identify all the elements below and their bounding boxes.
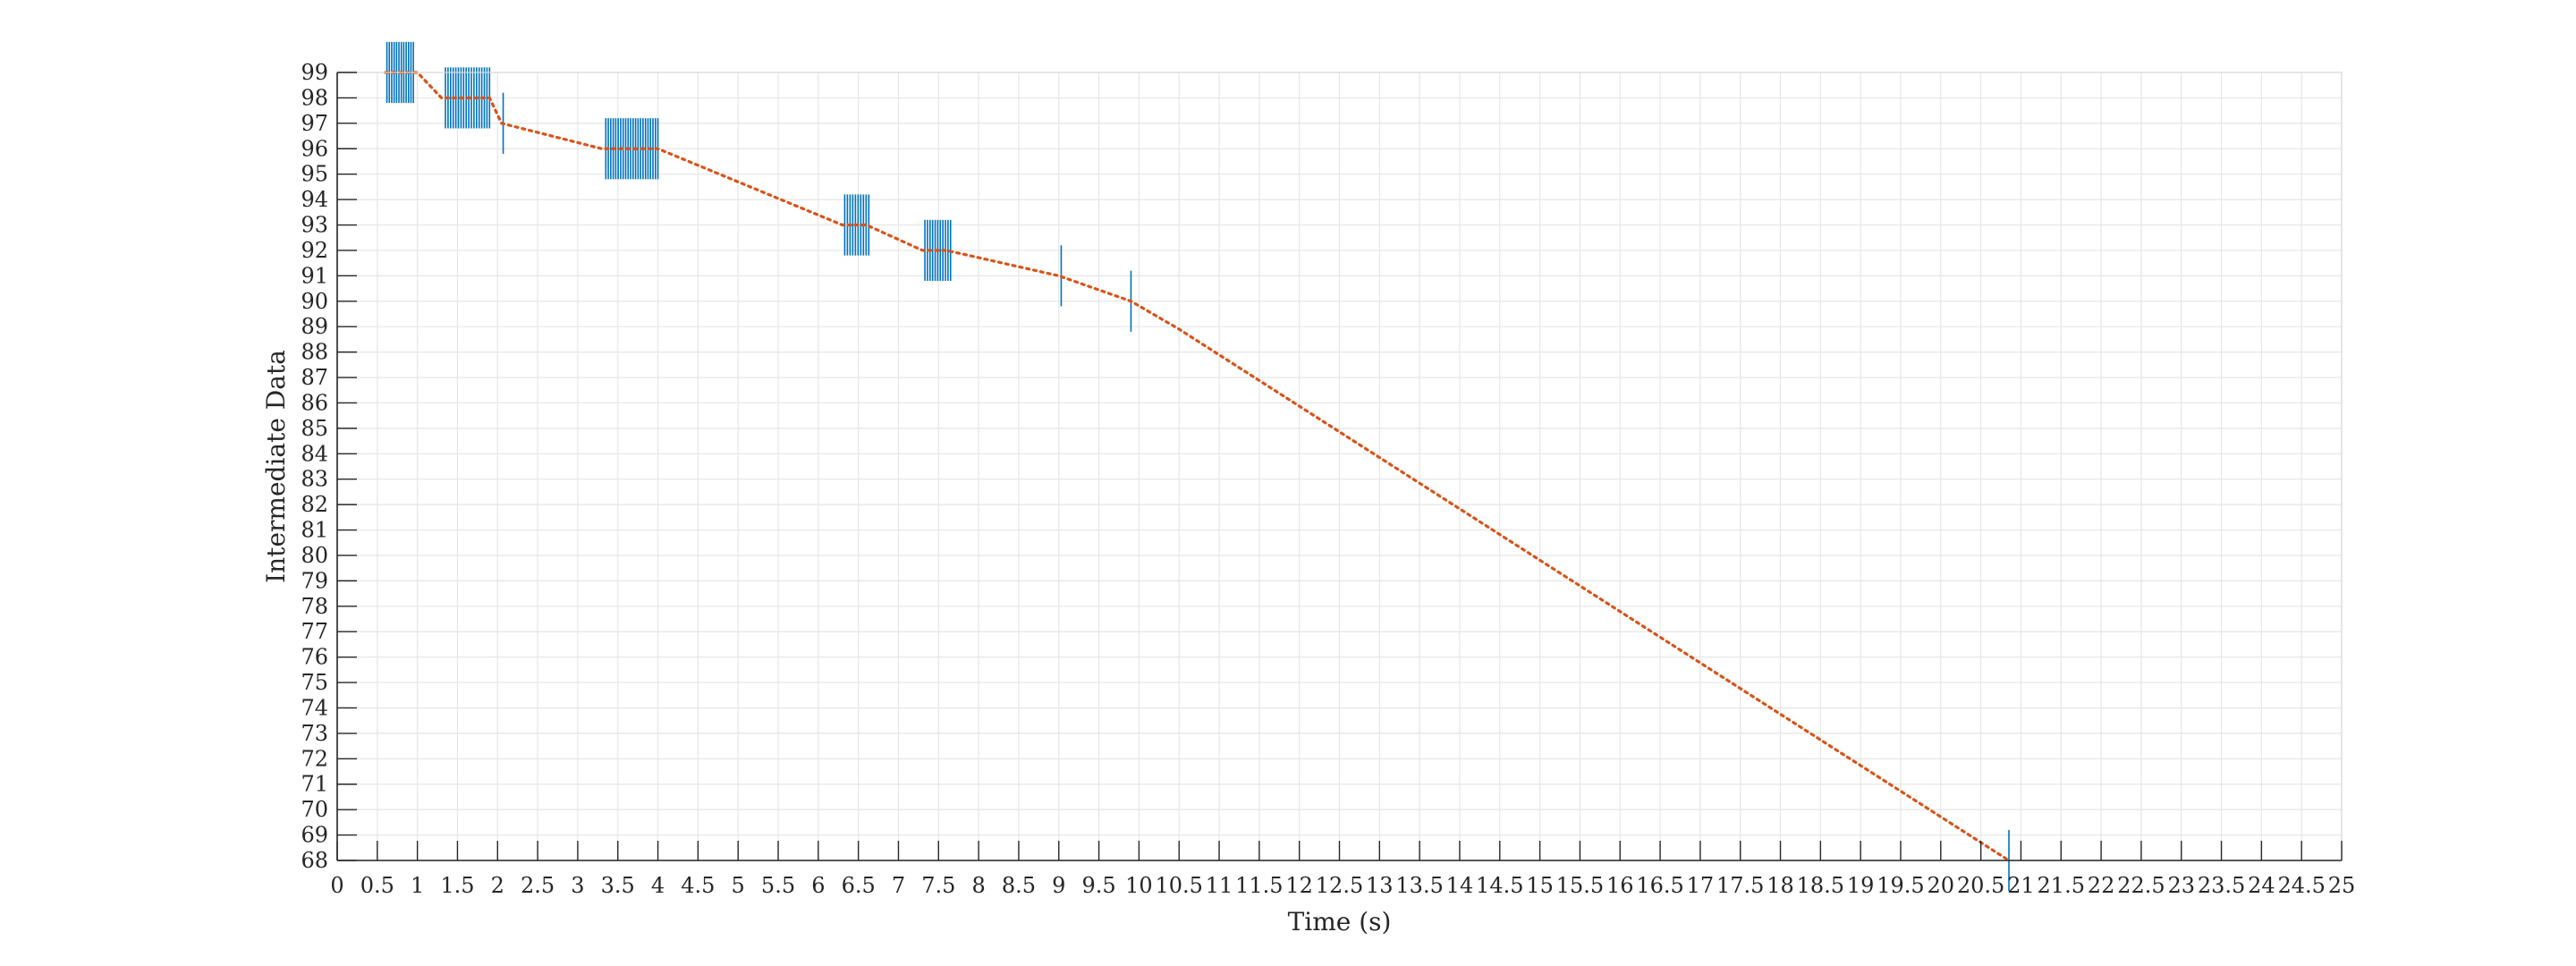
y-tick-label: 73 [301, 721, 328, 746]
x-tick-label: 21 [2007, 873, 2035, 898]
y-tick-label: 86 [301, 390, 328, 415]
y-tick-label: 79 [301, 568, 328, 593]
x-tick-label: 18.5 [1797, 873, 1844, 898]
x-tick-label: 21.5 [2038, 873, 2085, 898]
x-axis-label: Time (s) [1288, 907, 1392, 936]
x-tick-label: 1.5 [440, 873, 474, 898]
x-tick-label: 22 [2088, 873, 2115, 898]
y-tick-label: 70 [301, 797, 328, 822]
x-tick-label: 18 [1767, 873, 1794, 898]
y-tick-label: 90 [301, 289, 328, 314]
x-tick-label: 8.5 [1002, 873, 1036, 898]
y-tick-label: 98 [301, 85, 328, 110]
x-tick-label: 16 [1606, 873, 1634, 898]
x-tick-label: 6.5 [842, 873, 876, 898]
y-tick-label: 80 [301, 543, 328, 568]
x-tick-label: 2 [491, 873, 504, 898]
x-tick-label: 2.5 [521, 873, 555, 898]
x-tick-label: 0 [330, 873, 343, 898]
x-tick-label: 16.5 [1636, 873, 1683, 898]
x-tick-label: 9.5 [1081, 873, 1115, 898]
x-tick-label: 9 [1052, 873, 1065, 898]
y-tick-label: 85 [301, 416, 328, 441]
x-tick-label: 13.5 [1395, 873, 1443, 898]
x-tick-label: 22.5 [2117, 873, 2165, 898]
x-tick-label: 13 [1366, 873, 1394, 898]
x-tick-label: 4 [651, 873, 665, 898]
y-tick-label: 96 [301, 136, 328, 161]
x-tick-label: 24.5 [2277, 873, 2325, 898]
y-tick-label: 71 [301, 772, 328, 797]
x-tick-label: 11.5 [1235, 873, 1283, 898]
x-tick-label: 11 [1206, 873, 1233, 898]
y-tick-label: 99 [301, 60, 328, 85]
y-tick-label: 95 [301, 162, 328, 187]
y-tick-label: 94 [301, 187, 328, 212]
x-tick-label: 23 [2167, 873, 2195, 898]
y-tick-label: 74 [301, 695, 328, 720]
y-tick-label: 75 [301, 670, 328, 695]
y-tick-label: 82 [301, 492, 328, 517]
x-tick-label: 1 [411, 873, 424, 898]
x-tick-label: 4.5 [681, 873, 715, 898]
x-tick-label: 19.5 [1877, 873, 1924, 898]
y-tick-label: 77 [301, 619, 328, 644]
event-series [386, 41, 2010, 892]
y-tick-label: 93 [301, 213, 328, 238]
y-axis-label: Intermediate Data [261, 350, 291, 583]
x-tick-label: 12 [1285, 873, 1313, 898]
y-tick-label: 83 [301, 467, 328, 492]
y-tick-label: 88 [301, 340, 328, 365]
y-tick-label: 72 [301, 746, 328, 771]
y-tick-label: 87 [301, 365, 328, 390]
x-tick-label: 20 [1928, 873, 1955, 898]
x-ticks: 0 0.5 1 1.5 2 2.5 3 3.5 4 4.5 5 5.5 6 6.5 7 7.5 8 8.5 9 9.5… [330, 841, 2355, 898]
y-tick-label: 78 [301, 594, 328, 619]
trace-series [384, 71, 2011, 862]
x-tick-label: 19 [1847, 873, 1875, 898]
x-tick-label: 7 [892, 873, 905, 898]
x-tick-label: 6 [811, 873, 825, 898]
x-tick-label: 14.5 [1476, 873, 1523, 898]
x-tick-label: 23.5 [2198, 873, 2245, 898]
x-tick-label: 15.5 [1556, 873, 1604, 898]
grid [336, 72, 2343, 861]
x-tick-label: 10.5 [1156, 873, 1203, 898]
x-tick-label: 14 [1446, 873, 1474, 898]
x-tick-label: 25 [2328, 873, 2356, 898]
y-ticks: 6869707172737475767778798081828384858687… [301, 60, 357, 873]
x-tick-label: 3 [571, 873, 584, 898]
x-tick-label: 7.5 [921, 873, 955, 898]
x-tick-label: 17.5 [1716, 873, 1764, 898]
x-tick-label: 24 [2248, 873, 2275, 898]
y-tick-label: 92 [301, 238, 328, 263]
trace-line [384, 71, 2011, 862]
y-tick-label: 76 [301, 645, 328, 670]
x-tick-label: 5.5 [761, 873, 795, 898]
y-tick-label: 89 [301, 314, 328, 339]
x-tick-label: 0.5 [360, 873, 394, 898]
x-tick-label: 17 [1687, 873, 1715, 898]
x-tick-label: 10 [1125, 873, 1153, 898]
y-tick-label: 97 [301, 111, 328, 136]
x-tick-label: 12.5 [1316, 873, 1363, 898]
x-tick-label: 5 [732, 873, 745, 898]
x-tick-label: 15 [1526, 873, 1554, 898]
x-tick-label: 3.5 [601, 873, 635, 898]
y-tick-label: 91 [301, 263, 328, 288]
x-tick-label: 20.5 [1957, 873, 2004, 898]
y-tick-label: 69 [301, 823, 328, 848]
y-tick-label: 81 [301, 518, 328, 543]
y-tick-label: 68 [301, 848, 328, 873]
x-tick-label: 8 [971, 873, 985, 898]
y-tick-label: 84 [301, 441, 328, 466]
